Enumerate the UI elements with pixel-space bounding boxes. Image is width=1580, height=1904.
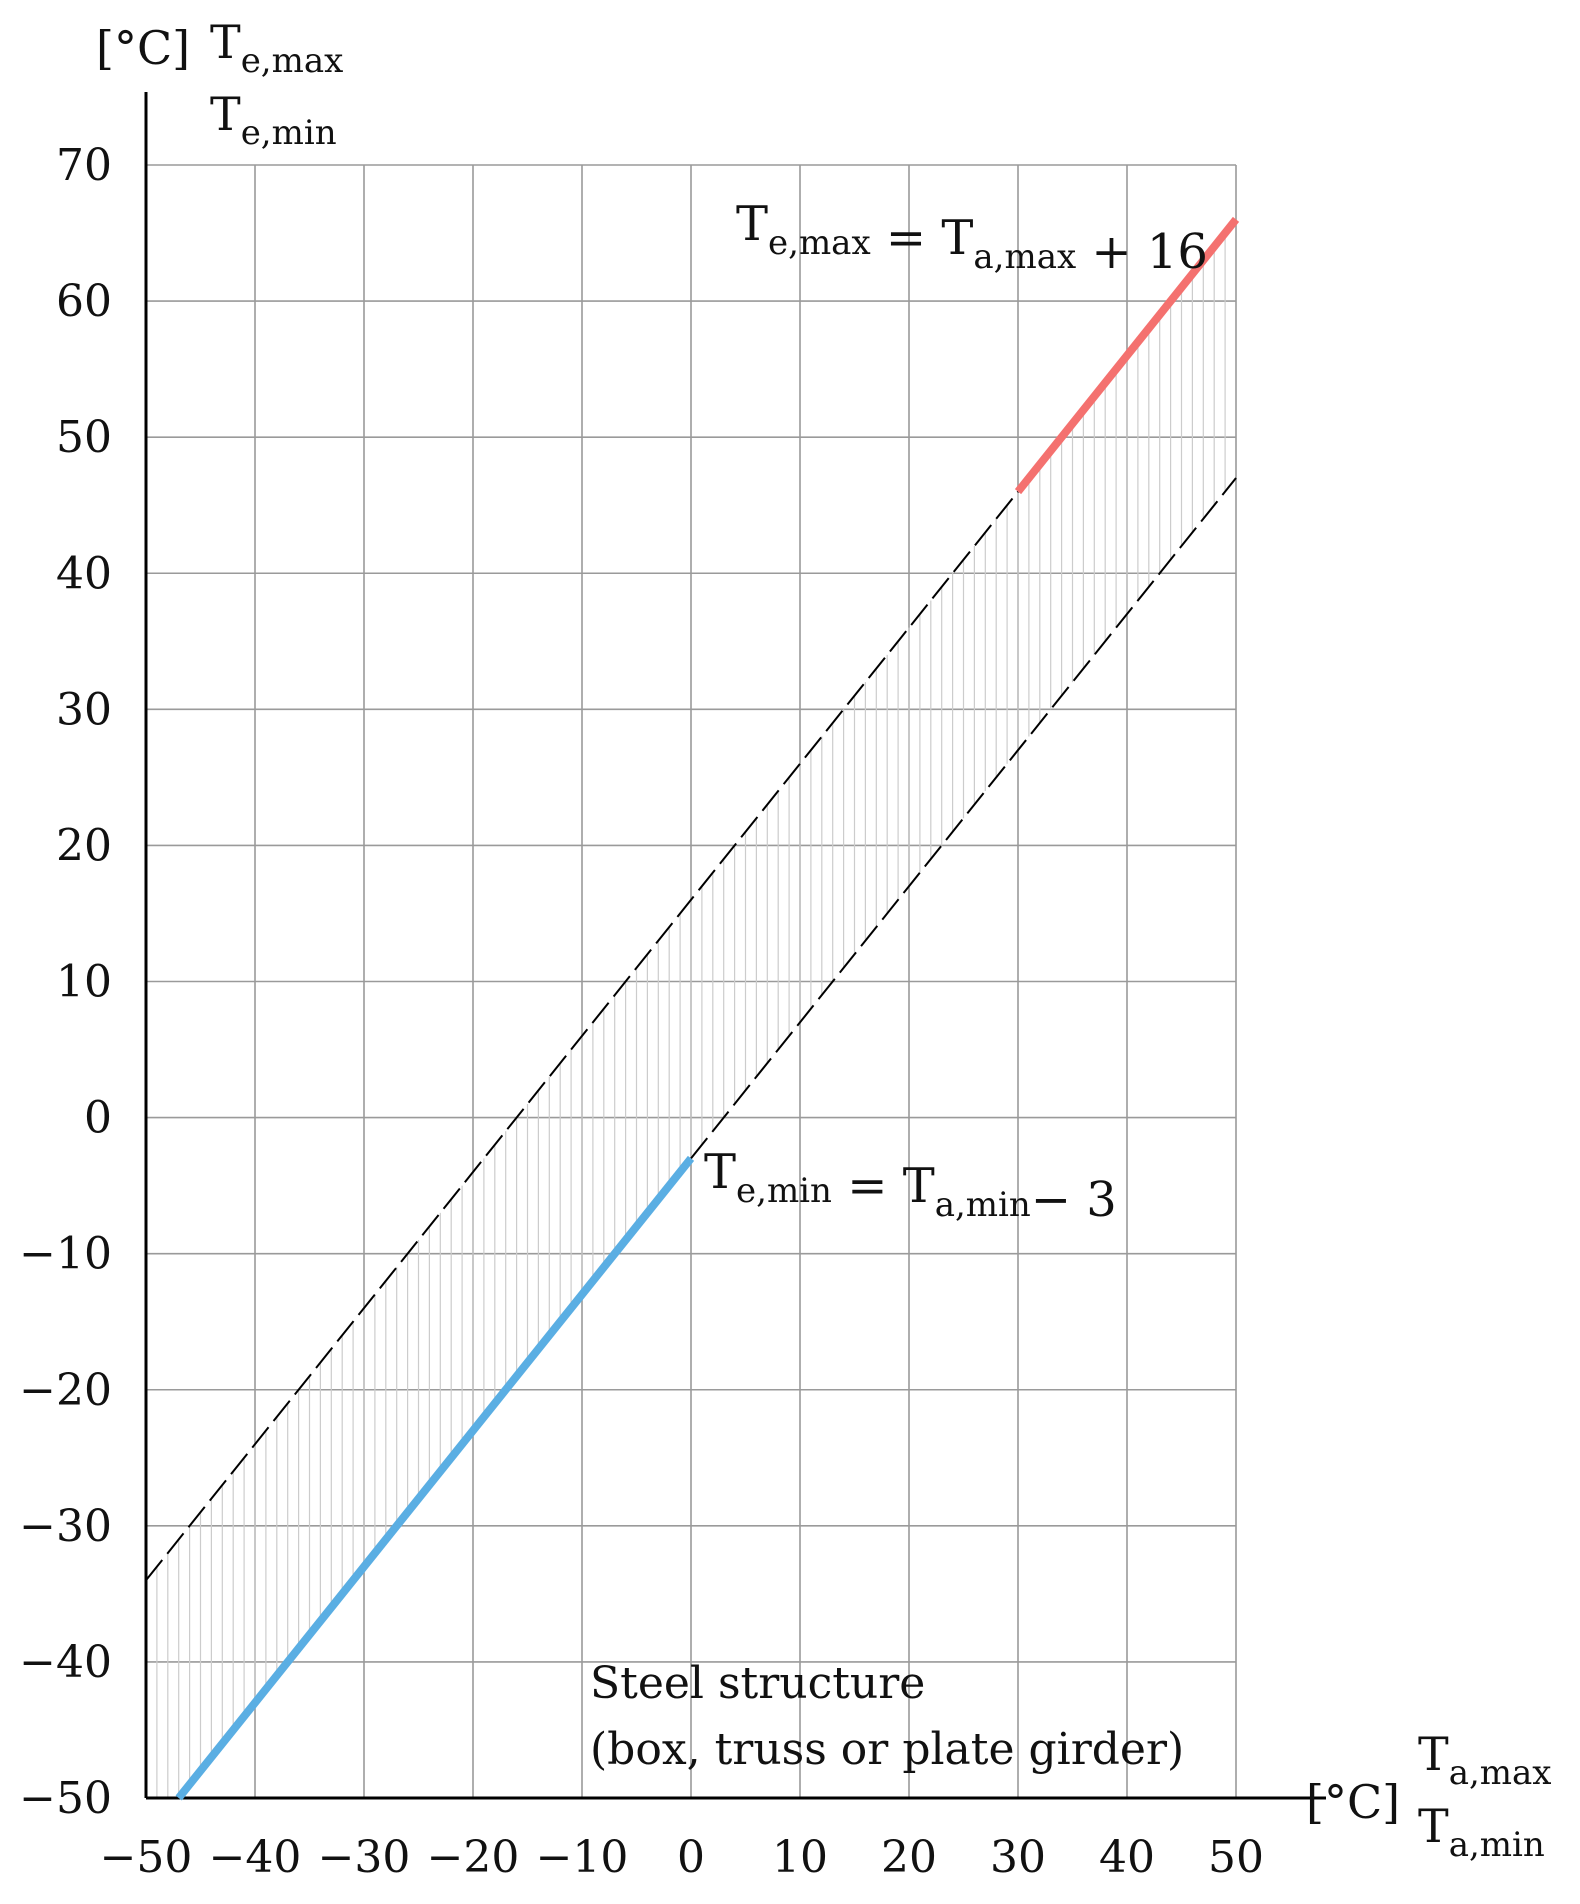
- y-tick-label: 0: [84, 1093, 112, 1144]
- max-equation-label: Te,max = Ta,max + 16: [736, 196, 1208, 280]
- hatch-band: [156, 233, 1226, 1798]
- y-tick-label: −50: [19, 1773, 112, 1824]
- x-tick-label: 20: [881, 1832, 937, 1883]
- x-tick-label: 50: [1208, 1832, 1264, 1883]
- x-axis-label-max: Ta,max: [1418, 1727, 1551, 1793]
- series-line-max-solid: [1014, 216, 1240, 495]
- x-axis-unit: [°C]: [1306, 1775, 1400, 1829]
- series-line-min-solid: [175, 1155, 695, 1801]
- min-equation-label: Te,min = Ta,min− 3: [704, 1144, 1117, 1228]
- y-tick-label: −30: [19, 1501, 112, 1552]
- y-tick-label: 40: [56, 548, 112, 599]
- y-tick-label: −10: [19, 1229, 112, 1280]
- y-tick-label: −40: [19, 1637, 112, 1688]
- y-tick-label: 10: [56, 957, 112, 1008]
- x-tick-label: 30: [990, 1832, 1046, 1883]
- x-tick-label: 10: [772, 1832, 828, 1883]
- y-tick-label: −20: [19, 1365, 112, 1416]
- y-tick-label: 50: [56, 412, 112, 463]
- y-tick-label: 20: [56, 820, 112, 871]
- y-tick-label: 70: [56, 140, 112, 191]
- x-tick-label: 40: [1099, 1832, 1155, 1883]
- x-tick-label: −50: [100, 1832, 193, 1883]
- y-axis-label-max: Te,max: [210, 15, 343, 81]
- series-line-min-dashed: [690, 477, 1237, 1160]
- structure-label-line2: (box, truss or plate girder): [590, 1724, 1184, 1775]
- x-tick-label: −40: [209, 1832, 302, 1883]
- x-axis-label-min: Ta,min: [1418, 1799, 1545, 1865]
- structure-label-line1: Steel structure: [590, 1658, 925, 1709]
- y-tick-label: 30: [56, 684, 112, 735]
- x-tick-label: −30: [318, 1832, 411, 1883]
- x-tick-label: 0: [677, 1832, 705, 1883]
- series-line-max-dashed: [145, 490, 1019, 1581]
- y-axis-label-min: Te,min: [210, 87, 337, 153]
- y-tick-label: 60: [56, 276, 112, 327]
- y-axis-unit: [°C]: [96, 21, 190, 75]
- x-tick-label: −20: [427, 1832, 520, 1883]
- x-tick-label: −10: [536, 1832, 629, 1883]
